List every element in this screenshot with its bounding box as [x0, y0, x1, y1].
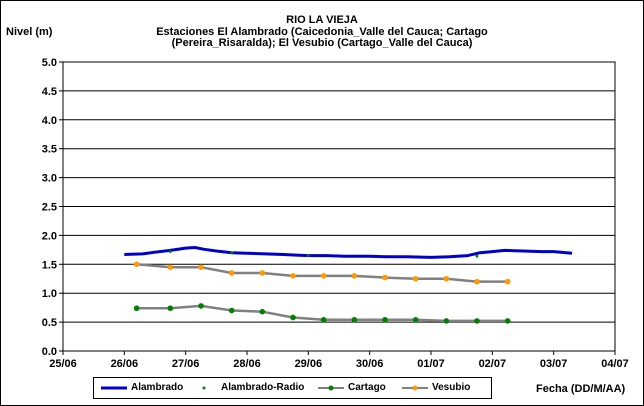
data-point-cartago	[259, 308, 266, 315]
data-point-vesubio	[443, 275, 450, 282]
data-point-cartago	[382, 316, 388, 323]
data-point-vesubio	[167, 264, 174, 270]
x-tick-label: 28/06	[233, 358, 261, 370]
chart-subtitle-line-1: Estaciones El Alambrado (Caicedonia_Vall…	[156, 26, 488, 38]
x-tick-label: 27/06	[172, 358, 200, 370]
data-point-vesubio	[382, 274, 388, 281]
data-point-vesubio	[474, 278, 480, 285]
data-point-cartago	[351, 316, 358, 323]
y-tick-label: 0.5	[42, 317, 57, 329]
data-point-vesubio	[290, 273, 296, 279]
x-tick-label: 26/06	[111, 358, 139, 370]
y-tick-label: 1.0	[42, 288, 57, 300]
legend-swatch-cartago	[318, 385, 344, 391]
legend-swatch-alambrado-radio	[202, 386, 206, 390]
y-tick-label: 2.0	[42, 230, 57, 242]
chart-title: RIO LA VIEJA	[286, 14, 358, 26]
data-point-cartago	[167, 305, 174, 312]
x-tick-label: 30/06	[356, 358, 384, 370]
data-point-cartago	[228, 307, 235, 314]
data-point-vesubio	[351, 273, 358, 279]
legend-label-cartago: Cartago	[348, 382, 386, 393]
data-point-vesubio	[228, 270, 235, 276]
data-point-cartago	[320, 316, 327, 323]
x-tick-label: 02/07	[479, 358, 507, 370]
x-axis-label: Fecha (DD/M/AA)	[536, 383, 626, 395]
y-tick-label: 4.5	[42, 86, 57, 98]
data-point-alambrado-radio	[306, 254, 310, 258]
data-point-cartago	[133, 305, 140, 312]
chart-legend: Alambrado Alambrado-Radio Cartago Vesubi…	[93, 377, 492, 399]
chart-subtitle-line-2: (Pereira_Risaralda); El Vesubio (Cartago…	[171, 37, 473, 49]
series-line-alambrado	[124, 246, 573, 259]
data-point-vesubio	[259, 270, 266, 276]
y-axis-label: Nivel (m)	[6, 26, 53, 38]
data-point-vesubio	[504, 278, 511, 285]
x-tick-label: 25/06	[49, 358, 77, 370]
legend-label-vesubio: Vesubio	[432, 382, 471, 393]
legend-swatch-alambrado	[101, 386, 127, 390]
x-tick-label: 29/06	[295, 358, 323, 370]
data-point-cartago	[443, 318, 450, 324]
data-point-cartago	[474, 318, 480, 324]
y-tick-label: 0.0	[42, 346, 57, 358]
x-tick-label: 03/07	[540, 358, 568, 370]
legend-label-alambrado-radio: Alambrado-Radio	[221, 382, 305, 393]
y-tick-label: 2.5	[42, 202, 57, 214]
y-tick-label: 3.5	[42, 144, 57, 156]
data-point-vesubio	[133, 261, 140, 268]
data-point-cartago	[412, 316, 419, 323]
legend-swatch-vesubio	[402, 385, 428, 391]
data-point-alambrado-radio	[168, 250, 172, 253]
data-point-vesubio	[320, 273, 327, 279]
data-point-cartago	[290, 314, 296, 321]
y-tick-label: 4.0	[42, 115, 57, 127]
data-point-alambrado-radio	[230, 251, 234, 255]
data-point-cartago	[504, 318, 511, 324]
legend-label-alambrado: Alambrado	[131, 382, 184, 393]
data-point-vesubio	[198, 264, 204, 270]
y-tick-label: 5.0	[42, 57, 57, 69]
data-point-vesubio	[412, 275, 419, 282]
y-tick-label: 1.5	[42, 259, 57, 271]
data-point-alambrado-radio	[475, 254, 479, 258]
data-point-cartago	[198, 303, 204, 309]
x-tick-label: 04/07	[601, 358, 629, 370]
y-tick-label: 3.0	[42, 173, 57, 185]
x-tick-label: 01/07	[417, 358, 445, 370]
